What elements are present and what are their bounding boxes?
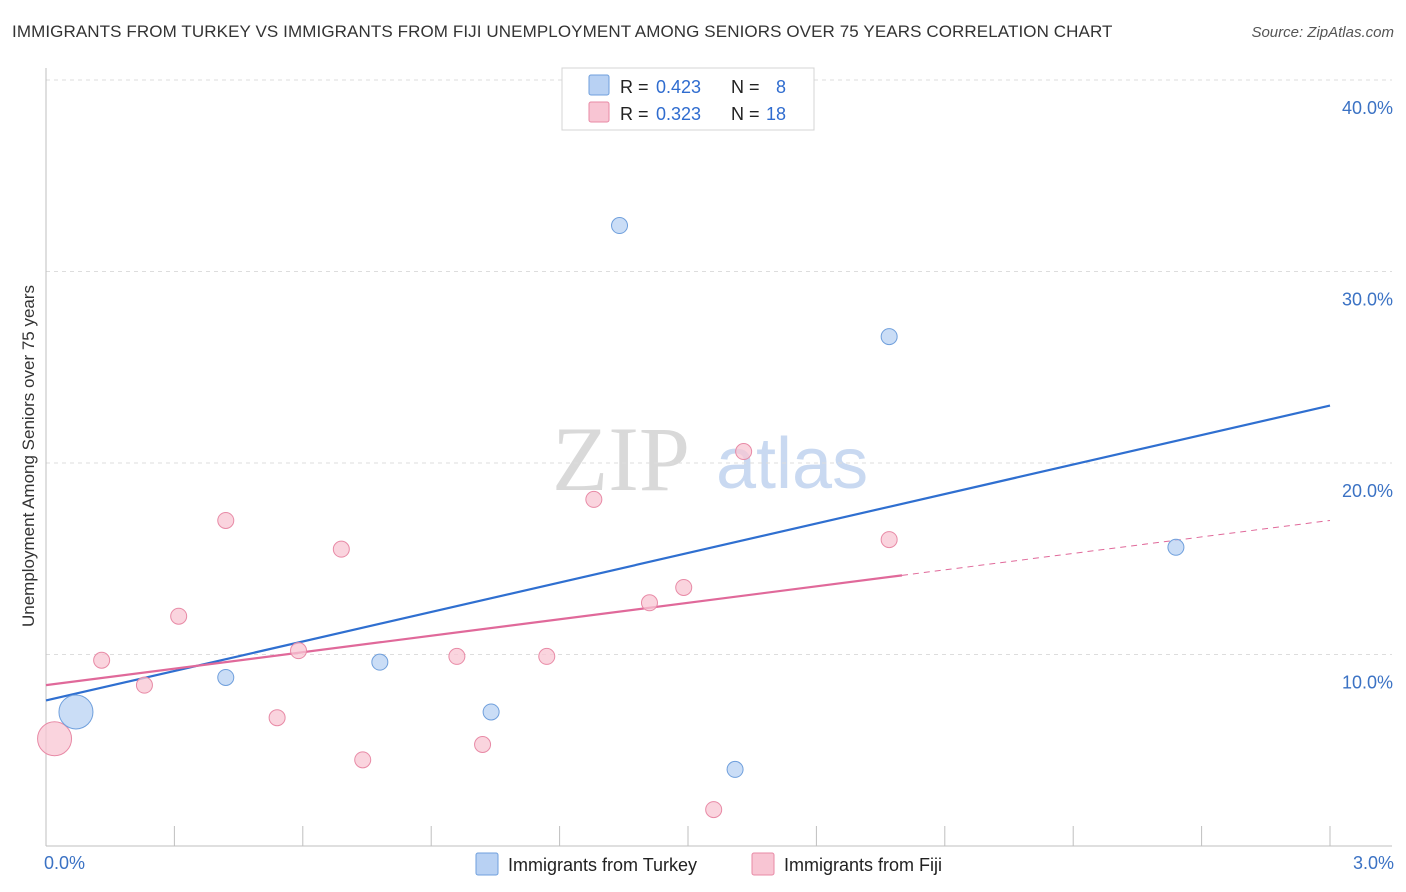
fiji-point [332,540,350,558]
turkey-point [1167,538,1185,556]
fiji-point [135,676,153,694]
fiji-point [217,511,235,529]
fiji-point [290,642,308,660]
y-axis-label: Unemployment Among Seniors over 75 years [19,285,38,627]
turkey-point [880,328,898,346]
legend-n-label-turkey: N = [731,77,760,97]
fiji-point [354,751,372,769]
fiji-point [93,651,111,669]
y-tick-label: 10.0% [1342,673,1393,693]
legend-n-label-fiji: N = [731,104,760,124]
bottom-legend-swatch-turkey [475,852,499,876]
grid-layer [46,79,1392,655]
legend-r-label-fiji: R = [620,104,649,124]
x-tick-label: 0.0% [44,853,85,873]
legend-box: R = 0.423 N = 8 R = 0.323 N = 18 [561,67,815,131]
turkey-point [217,668,235,686]
x-tick-label: 3.0% [1353,853,1394,873]
watermark-atlas: atlas [716,424,868,504]
fiji-point [538,647,556,665]
trend-layer [45,404,1331,702]
legend-swatch-fiji [588,101,610,123]
fiji-point [880,531,898,549]
turkey-point [611,217,629,235]
fiji-point [448,647,466,665]
y-tick-label: 20.0% [1342,481,1393,501]
fiji-point [675,578,693,596]
trend-line-solid-1 [45,574,903,687]
y-tick-label: 40.0% [1342,98,1393,118]
bottom-legend: Immigrants from Turkey Immigrants from F… [475,852,942,876]
legend-n-value-fiji: 18 [766,104,786,124]
trend-line-dashed-1 [901,519,1331,576]
source-credit: Source: ZipAtlas.com [1251,24,1394,41]
chart-title: IMMIGRANTS FROM TURKEY VS IMMIGRANTS FRO… [12,22,1113,41]
fiji-point [640,594,658,612]
bottom-legend-label-fiji: Immigrants from Fiji [784,855,942,875]
axis-layer: 10.0% 20.0% 30.0% 40.0% 0.0% 3.0% [44,68,1394,873]
watermark: ZIP atlas [552,408,868,510]
legend-r-value-turkey: 0.423 [656,77,701,97]
fiji-point [268,709,286,727]
turkey-point [482,703,500,721]
fiji-point [37,721,73,757]
fiji-point [474,736,492,754]
fiji-point [585,490,603,508]
turkey-point [58,694,94,730]
watermark-zip: ZIP [552,408,690,510]
legend-r-value-fiji: 0.323 [656,104,701,124]
legend-r-label-turkey: R = [620,77,649,97]
legend-swatch-turkey [588,74,610,96]
trend-line-0 [45,404,1331,702]
turkey-point [726,760,744,778]
legend-n-value-turkey: 8 [776,77,786,97]
fiji-point [735,443,753,461]
bottom-legend-swatch-fiji [751,852,775,876]
fiji-point [170,607,188,625]
y-tick-label: 30.0% [1342,290,1393,310]
bottom-legend-label-turkey: Immigrants from Turkey [508,855,697,875]
point-layer [37,217,1185,819]
fiji-point [705,801,723,819]
turkey-point [371,653,389,671]
